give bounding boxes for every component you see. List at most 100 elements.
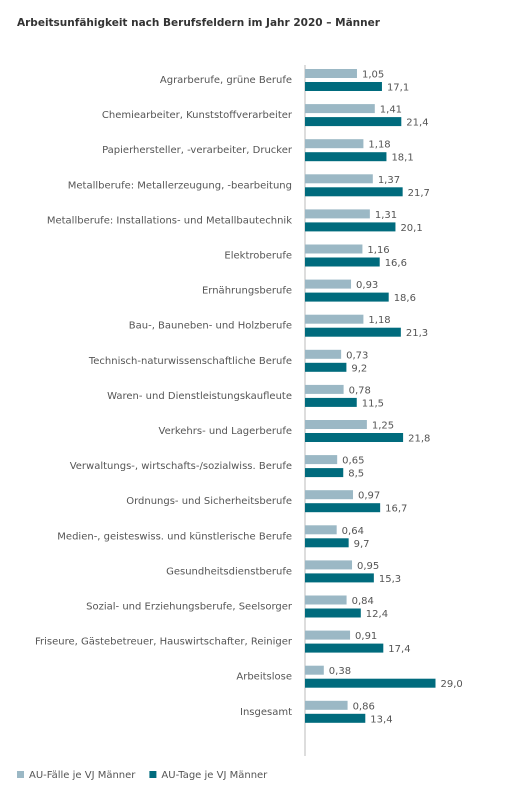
value-label: 1,41 xyxy=(380,105,402,116)
category-label: Arbeitslose xyxy=(236,672,292,683)
bar xyxy=(305,643,384,653)
value-label: 20,1 xyxy=(400,223,422,234)
value-label: 1,05 xyxy=(362,70,384,81)
bar xyxy=(305,455,338,465)
bar xyxy=(305,362,347,372)
bar xyxy=(305,713,366,723)
category-label: Ordnungs- und Sicherheitsberufe xyxy=(126,496,292,507)
value-label: 0,65 xyxy=(342,456,364,467)
category-label: Elektroberufe xyxy=(224,251,292,262)
chart-title: Arbeitsunfähigkeit nach Berufsfeldern im… xyxy=(17,17,381,29)
value-label: 21,7 xyxy=(408,188,430,199)
category-label: Waren- und Dienstleistungskaufleute xyxy=(107,391,292,402)
category-label: Sozial- und Erziehungsberufe, Seelsorger xyxy=(86,602,293,613)
value-label: 15,3 xyxy=(379,574,401,585)
value-label: 0,64 xyxy=(342,526,364,537)
bar xyxy=(305,244,363,254)
category-label: Papierhersteller, -verarbeiter, Drucker xyxy=(102,145,293,156)
value-label: 0,84 xyxy=(352,596,374,607)
value-label: 1,25 xyxy=(372,421,394,432)
bar xyxy=(305,222,396,232)
bar xyxy=(305,209,370,219)
bar xyxy=(305,82,382,91)
value-label: 1,31 xyxy=(375,210,397,221)
bar xyxy=(305,69,357,78)
bar xyxy=(305,292,389,302)
legend-label: AU-Fälle je VJ Männer xyxy=(29,770,136,781)
bar xyxy=(305,117,402,127)
bar xyxy=(305,538,349,548)
category-label: Metallberufe: Metallerzeugung, -bearbeit… xyxy=(68,180,292,191)
bar xyxy=(305,560,353,570)
value-label: 17,4 xyxy=(388,644,410,655)
category-label: Bau-, Bauneben- und Holzberufe xyxy=(129,321,292,332)
bar xyxy=(305,433,404,442)
value-label: 9,7 xyxy=(354,539,370,550)
category-label: Friseure, Gästebetreuer, Hauswirtschafte… xyxy=(35,637,293,648)
value-label: 8,5 xyxy=(348,469,364,480)
bar xyxy=(305,573,374,583)
bar xyxy=(305,104,375,114)
category-label: Agrarberufe, grüne Berufe xyxy=(160,75,292,86)
value-label: 13,4 xyxy=(370,714,392,725)
value-label: 0,86 xyxy=(353,701,375,712)
value-label: 1,18 xyxy=(368,315,390,326)
bar xyxy=(305,490,354,500)
value-label: 18,6 xyxy=(394,293,416,304)
value-label: 16,7 xyxy=(385,504,407,515)
value-label: 18,1 xyxy=(391,153,413,164)
category-label: Chemiearbeiter, Kunststoffverarbeiter xyxy=(102,110,293,121)
bar xyxy=(305,525,337,535)
bar xyxy=(305,327,401,337)
legend-swatch xyxy=(17,771,24,778)
category-label: Insgesamt xyxy=(240,707,292,718)
bar xyxy=(305,257,380,267)
category-label: Technisch-naturwissenschaftliche Berufe xyxy=(88,356,292,367)
bar xyxy=(305,314,364,324)
bar xyxy=(305,608,361,618)
bar xyxy=(305,630,351,640)
category-label: Verkehrs- und Lagerberufe xyxy=(159,426,293,437)
value-label: 11,5 xyxy=(362,398,384,409)
bar xyxy=(305,152,387,162)
value-label: 9,2 xyxy=(351,363,367,374)
bar xyxy=(305,468,344,478)
bar xyxy=(305,665,324,675)
legend-label: AU-Tage je VJ Männer xyxy=(161,770,268,781)
value-label: 0,95 xyxy=(357,561,379,572)
bar xyxy=(305,700,348,710)
value-label: 21,4 xyxy=(406,118,428,129)
legend-swatch xyxy=(149,771,157,778)
value-label: 29,0 xyxy=(441,679,463,690)
value-label: 12,4 xyxy=(366,609,388,620)
value-label: 16,6 xyxy=(385,258,407,269)
category-label: Gesundheitsdienstberufe xyxy=(166,566,292,577)
bar xyxy=(305,279,352,289)
category-label: Medien-, geisteswiss. und künstlerische … xyxy=(57,531,292,542)
value-label: 0,91 xyxy=(355,631,377,642)
value-label: 1,18 xyxy=(368,140,390,151)
value-label: 21,3 xyxy=(406,328,428,339)
value-label: 0,73 xyxy=(346,350,368,361)
category-label: Ernährungsberufe xyxy=(202,286,292,297)
bar xyxy=(305,139,364,149)
value-label: 17,1 xyxy=(387,83,409,94)
bar xyxy=(305,595,347,605)
category-label: Metallberufe: Installations- und Metallb… xyxy=(47,215,292,226)
bar xyxy=(305,503,381,513)
value-label: 1,16 xyxy=(367,245,389,256)
bar xyxy=(305,678,436,688)
value-label: 1,37 xyxy=(378,175,400,186)
category-label: Verwaltungs-, wirtschafts-/sozialwiss. B… xyxy=(70,461,292,472)
bar xyxy=(305,174,373,184)
value-label: 0,97 xyxy=(358,491,380,502)
value-label: 0,93 xyxy=(356,280,378,291)
value-label: 0,78 xyxy=(349,385,371,396)
bar xyxy=(305,349,342,359)
bar xyxy=(305,397,357,407)
bar xyxy=(305,384,344,394)
value-label: 0,38 xyxy=(329,666,351,677)
bar xyxy=(305,187,403,197)
value-label: 21,8 xyxy=(408,434,430,445)
